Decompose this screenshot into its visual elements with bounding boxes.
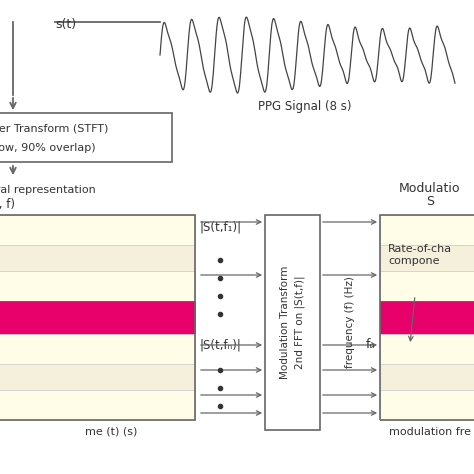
Bar [380,245,474,271]
Bar [380,215,474,420]
Bar [0,334,195,364]
Bar [0,390,195,420]
Bar [0,364,195,390]
Bar [380,301,474,334]
Bar [380,364,474,390]
Text: poral representation: poral representation [0,185,96,195]
Text: S(t, f): S(t, f) [0,198,15,211]
Text: s(t): s(t) [55,18,76,31]
Bar [380,215,474,245]
Bar [0,215,195,245]
Bar [380,390,474,420]
Text: S: S [426,195,434,208]
Bar [0,245,195,271]
Bar [0,215,195,420]
Text: Rate-of-cha
compone: Rate-of-cha compone [388,244,452,266]
Text: fₙ: fₙ [365,338,375,352]
Text: Modulatio: Modulatio [399,182,461,195]
Text: modulation fre: modulation fre [389,427,471,437]
Bar [0,271,195,301]
Text: |S(t,f₁)|: |S(t,f₁)| [200,220,242,234]
Bar [265,215,320,430]
Text: Modulation Transform
2nd FFT on |S(t,f)|: Modulation Transform 2nd FFT on |S(t,f)| [280,266,305,379]
Bar [0,113,172,162]
Bar [380,271,474,301]
Text: |S(t,fₙ)|: |S(t,fₙ)| [200,338,242,352]
Text: ndow, 90% overlap): ndow, 90% overlap) [0,143,96,153]
Text: frequency (f) (Hz): frequency (f) (Hz) [345,276,355,368]
Text: PPG Signal (8 s): PPG Signal (8 s) [258,100,352,113]
Text: me (t) (s): me (t) (s) [85,427,137,437]
Text: urier Transform (STFT): urier Transform (STFT) [0,123,109,133]
Bar [0,301,195,334]
Bar [380,334,474,364]
